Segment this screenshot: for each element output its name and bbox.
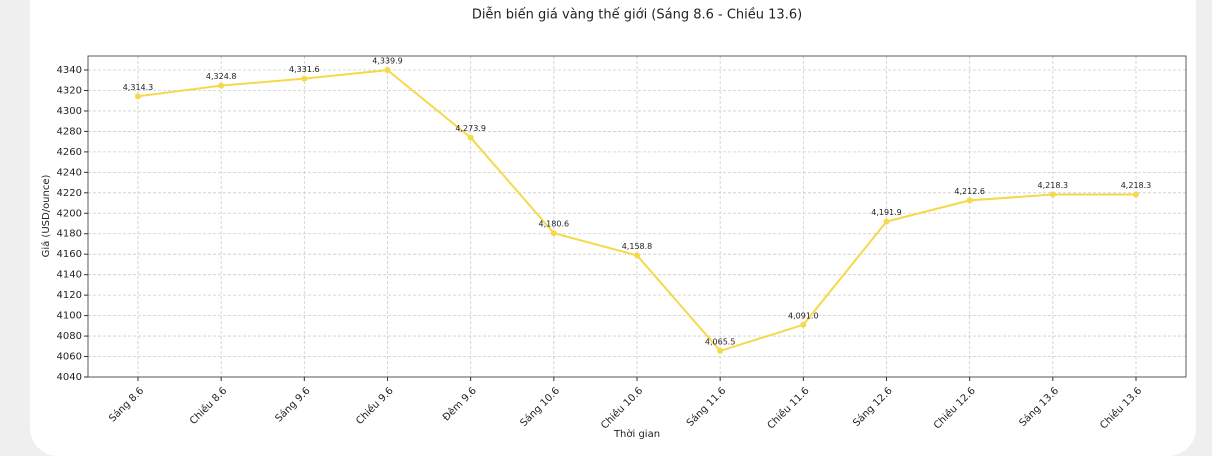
chart-title: Diễn biến giá vàng thế giới (Sáng 8.6 - … [472,8,802,23]
point [218,82,225,89]
x-tick-label: Chiều 11.6 [765,385,812,432]
y-tick-label: 4140 [57,270,82,281]
value-label: 4,314.3 [123,83,154,92]
point [301,75,308,82]
value-label: 4,065.5 [705,337,736,346]
y-tick-label: 4340 [57,65,82,76]
x-tick-label: Sáng 13.6 [1017,385,1061,429]
point [135,93,141,100]
y-tick-label: 4040 [57,372,82,383]
point [1049,191,1056,198]
y-tick-label: 4060 [57,352,82,363]
x-tick-label: Đêm 9.6 [440,385,479,424]
x-tick-label: Sáng 10.6 [518,385,562,429]
y-tick-label: 4080 [57,331,82,342]
point [384,67,391,74]
y-tick-label: 4280 [57,126,82,137]
point [800,321,807,328]
x-tick-label: Chiều 13.6 [1098,385,1145,432]
x-tick-label: Sáng 9.6 [273,385,313,425]
value-label: 4,091.0 [788,311,819,320]
plot-frame [87,55,1187,378]
value-label: 4,273.9 [455,124,486,133]
card [30,0,1196,456]
x-tick-label: Chiều 12.6 [931,385,978,432]
point [1133,191,1139,198]
x-axis-label: Thời gian [613,428,660,440]
x-tick-label: Sáng 11.6 [684,385,728,429]
value-label: 4,218.3 [1038,181,1069,190]
x-tick-label: Sáng 12.6 [850,385,894,429]
x-tick-label: Chiều 10.6 [599,385,646,432]
value-label: 4,324.8 [206,72,237,81]
y-tick-label: 4300 [57,106,82,117]
value-label: 4,158.8 [622,242,653,251]
point [717,347,724,354]
x-tick-label: Chiều 9.6 [354,385,396,427]
y-tick-label: 4200 [57,208,82,219]
x-tick-label: Chiều 8.6 [187,385,229,427]
value-label: 4,180.6 [539,220,570,229]
y-tick-label: 4240 [57,167,82,178]
y-tick-label: 4160 [57,249,82,260]
point [634,252,640,259]
point [550,230,557,237]
y-tick-label: 4180 [57,229,82,240]
point [883,218,890,225]
x-tick-label: Sáng 8.6 [106,385,146,425]
y-tick-label: 4260 [57,147,82,158]
point [966,197,973,204]
point [467,134,474,141]
y-axis-label: Giá (USD/ounce) [40,174,52,257]
y-tick-label: 4320 [57,85,82,96]
value-label: 4,331.6 [289,65,320,74]
y-tick-label: 4220 [57,188,82,199]
value-label: 4,191.9 [871,208,902,217]
y-tick-label: 4100 [57,311,82,322]
value-label: 4,212.6 [954,187,985,196]
value-label: 4,339.9 [372,57,403,66]
value-label: 4,218.3 [1121,181,1152,190]
y-tick-label: 4120 [57,290,82,301]
